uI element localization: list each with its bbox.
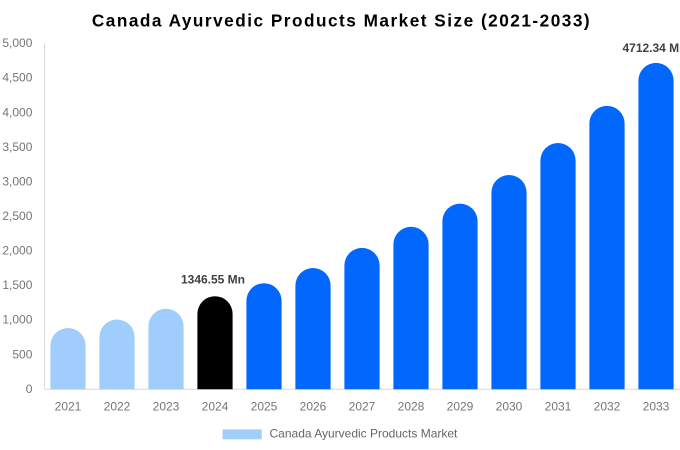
svg-text:Canada Ayurvedic Products Mark: Canada Ayurvedic Products Market Size (2… <box>92 11 591 31</box>
svg-text:2028: 2028 <box>398 399 425 413</box>
svg-text:500: 500 <box>12 347 32 361</box>
svg-text:1346.55 Mn: 1346.55 Mn <box>181 272 245 286</box>
svg-text:2032: 2032 <box>594 399 621 413</box>
svg-text:2025: 2025 <box>251 399 278 413</box>
svg-text:4712.34 Mn: 4712.34 Mn <box>622 41 680 55</box>
svg-text:2031: 2031 <box>545 399 572 413</box>
svg-text:2024: 2024 <box>202 399 229 413</box>
svg-text:2,500: 2,500 <box>2 209 32 223</box>
svg-text:1,500: 1,500 <box>2 278 32 292</box>
svg-text:4,000: 4,000 <box>2 105 32 119</box>
svg-text:2023: 2023 <box>153 399 180 413</box>
svg-text:Canada Ayurvedic Products Mark: Canada Ayurvedic Products Market <box>270 426 459 440</box>
svg-text:2033: 2033 <box>643 399 670 413</box>
svg-text:2021: 2021 <box>55 399 82 413</box>
svg-text:2030: 2030 <box>496 399 523 413</box>
svg-text:3,500: 3,500 <box>2 140 32 154</box>
svg-text:2026: 2026 <box>300 399 327 413</box>
svg-text:3,000: 3,000 <box>2 174 32 188</box>
svg-text:1,000: 1,000 <box>2 313 32 327</box>
svg-text:2022: 2022 <box>104 399 131 413</box>
svg-text:2029: 2029 <box>447 399 474 413</box>
svg-text:2,000: 2,000 <box>2 244 32 258</box>
svg-text:5,000: 5,000 <box>2 36 32 50</box>
svg-text:4,500: 4,500 <box>2 71 32 85</box>
svg-text:2027: 2027 <box>349 399 376 413</box>
svg-text:0: 0 <box>26 382 33 396</box>
